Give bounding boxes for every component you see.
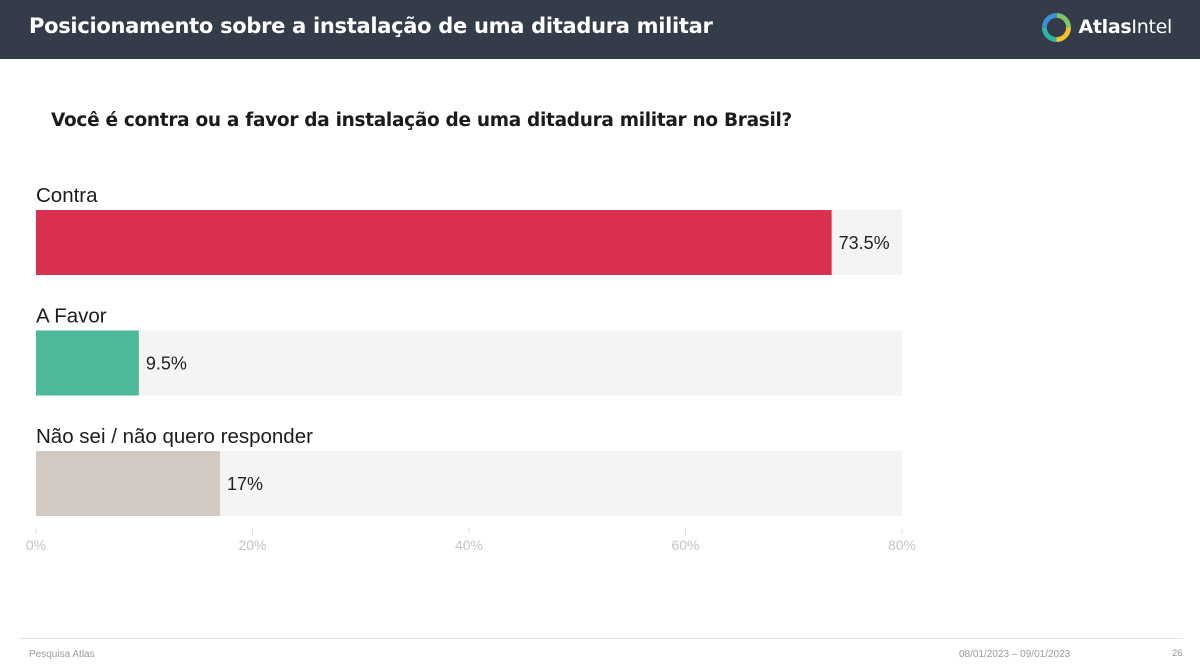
bar-track	[36, 330, 902, 396]
header-bar: Posicionamento sobre a instalação de uma…	[0, 0, 1200, 59]
data-label: 17%	[227, 474, 263, 494]
footer-divider	[19, 638, 1183, 639]
tick-label: 40%	[455, 537, 483, 553]
bar	[36, 330, 139, 396]
tick-label: 80%	[888, 537, 916, 553]
category-label: Não sei / não quero responder	[36, 425, 313, 448]
tick-label: 0%	[26, 537, 46, 553]
footer-source: Pesquisa Atlas	[29, 649, 95, 660]
tick-label: 20%	[238, 537, 266, 553]
footer-date-range: 08/01/2023 – 09/01/2023	[959, 649, 1071, 660]
bar-chart: Contra 73.5% A Favor 9.5% Não sei / não quer…	[26, 184, 916, 553]
brand: AtlasIntel	[1042, 12, 1172, 42]
brand-name-regular: Intel	[1131, 16, 1172, 38]
page-number: 26	[1172, 648, 1183, 659]
bar	[36, 210, 832, 275]
data-label: 73.5%	[839, 233, 890, 253]
page-title: Posicionamento sobre a instalação de uma…	[29, 14, 713, 38]
bar	[36, 451, 221, 516]
data-label: 9.5%	[146, 354, 187, 374]
category-label: A Favor	[36, 305, 107, 328]
brand-name: AtlasIntel	[1078, 16, 1172, 38]
category-label: Contra	[36, 184, 98, 207]
chart-title: Você é contra ou a favor da instalação d…	[51, 110, 792, 131]
atlasintel-logo-icon	[1042, 12, 1072, 42]
brand-name-bold: Atlas	[1078, 16, 1132, 38]
tick-label: 60%	[671, 537, 699, 553]
